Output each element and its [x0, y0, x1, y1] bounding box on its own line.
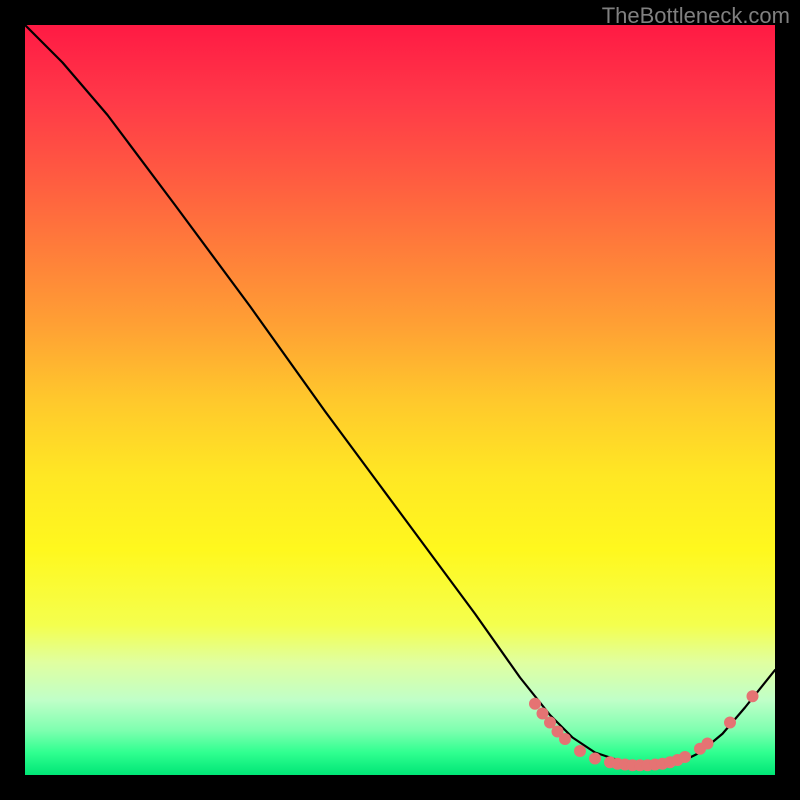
- chart-marker: [589, 753, 601, 765]
- chart-marker: [574, 745, 586, 757]
- chart-marker: [702, 738, 714, 750]
- chart-marker: [724, 717, 736, 729]
- chart-marker: [529, 698, 541, 710]
- chart-marker: [747, 690, 759, 702]
- chart-marker: [679, 751, 691, 763]
- chart-svg: [25, 25, 775, 775]
- watermark-text: TheBottleneck.com: [602, 3, 790, 29]
- chart-marker: [559, 733, 571, 745]
- chart-plot-area: [25, 25, 775, 775]
- chart-background: [25, 25, 775, 775]
